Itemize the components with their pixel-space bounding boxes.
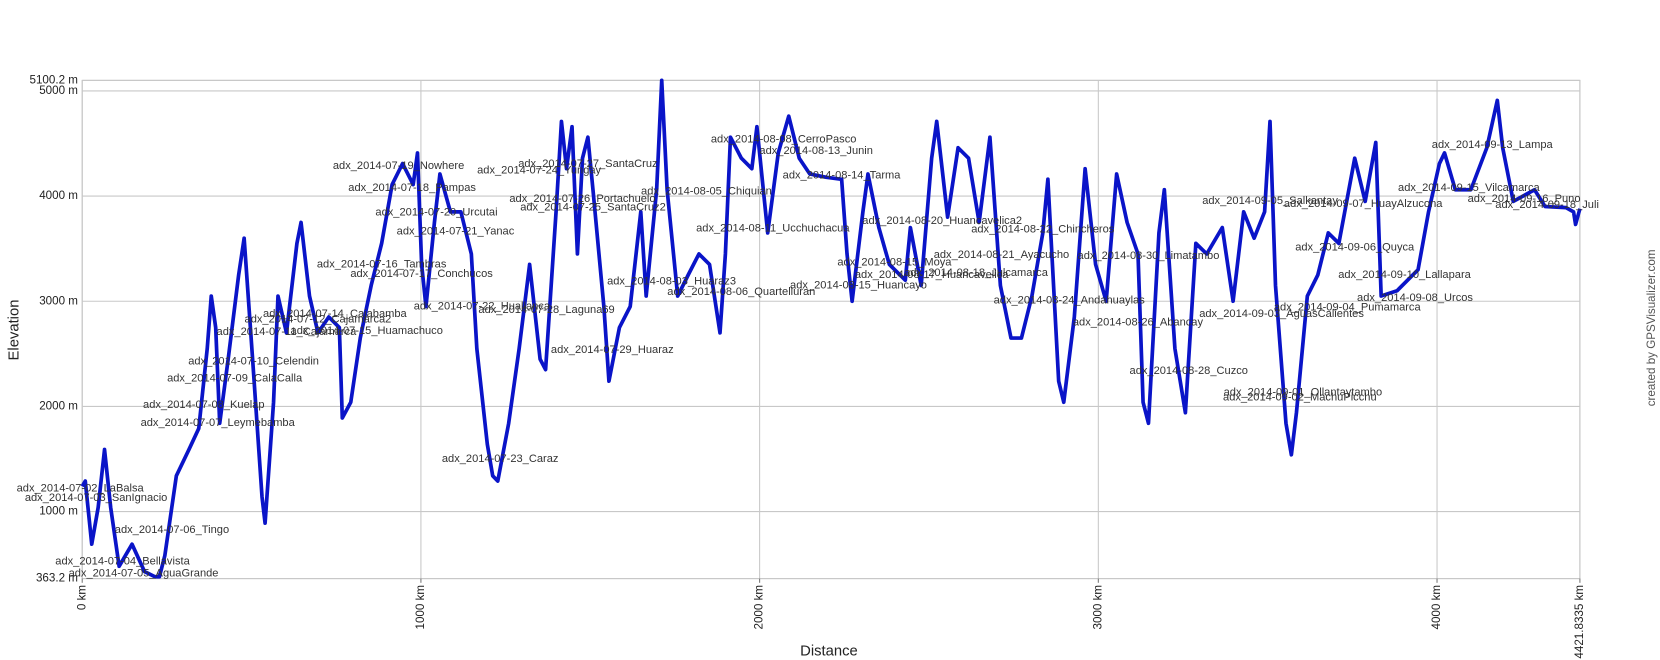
waypoint-label: adx_2014-07-12_Cajamarca2 [245, 313, 392, 325]
waypoint-label: adx_2014-09-06_Quyca [1295, 241, 1415, 253]
waypoint-label: adx_2014-07-23_Caraz [442, 453, 559, 465]
waypoint-label: adx_2014-07-03_SanIgnacio [25, 492, 167, 504]
x-tick-label: 4421.8335 km [1573, 585, 1586, 659]
y-axis-title: Elevation [6, 300, 22, 361]
waypoint-label: adx_2014-09-03_AguasCalientes [1199, 308, 1364, 320]
y-tick-label: 1000 m [39, 505, 78, 518]
waypoint-label: adx_2014-08-03_Huaraz3 [607, 275, 736, 287]
waypoint-label: adx_2014-07-16_Tambras [317, 258, 447, 270]
waypoint-label: adx_2014-09-16_Puno [1468, 193, 1581, 205]
waypoint-label: adx_2014-07-19_Nowhere [333, 160, 464, 172]
waypoint-label: adx_2014-07-14_Cajabamba [263, 308, 408, 320]
waypoint-label: adx_2014-08-08_CerroPasco [711, 134, 857, 146]
waypoint-label: adx_2014-08-26_Abancay [1073, 317, 1204, 329]
waypoint-label: adx_2014-07-28_Laguna69 [478, 304, 614, 316]
waypoint-label: adx_2014-07-15_Huamachuco [291, 325, 443, 337]
waypoint-label: adx_2014-09-08_Urcos [1357, 292, 1473, 304]
y-tick-label: 363.2 m [36, 572, 78, 585]
waypoint-label: adx_2014-08-21_Ayacucho [934, 249, 1070, 261]
x-tick-label: 2000 km [753, 585, 766, 630]
waypoint-label: adx_2014-08-05_Chiquian [641, 185, 772, 197]
y-tick-label: 5100.2 m [29, 73, 77, 86]
waypoint-label: adx_2014-08-20_Huancavelica2 [862, 215, 1022, 227]
waypoint-label: adx_2014-07-25_SantaCruz2 [520, 201, 666, 213]
waypoint-label: adx_2014-09-10_Lallapara [1338, 269, 1471, 281]
waypoint-label: adx_2014-07-06_Tingo [115, 524, 229, 536]
waypoint-label: adx_2014-09-07_HuayAlzucona [1284, 198, 1443, 210]
waypoint-label: adx_2014-09-04_Pumamarca [1274, 302, 1422, 314]
waypoint-label: adx_2014-07-09_CalaCalla [167, 373, 303, 385]
waypoint-label: adx_2014-08-15_Huancayo [790, 280, 927, 292]
y-tick-label: 3000 m [39, 294, 78, 307]
x-axis-title: Distance [800, 643, 858, 659]
elevation-line [80, 78, 1582, 579]
waypoint-label: adx_2014-08-14_Tarma [783, 170, 902, 182]
waypoint-label: adx_2014-08-06_Quartelluran [667, 286, 815, 298]
waypoint-label: adx_2014-09-02_MachuPicchu [1223, 392, 1377, 404]
waypoint-label: adx_2014-07-17_Conchucos [350, 268, 493, 280]
waypoint-label: adx_2014-08-11_Ucchuchacua [696, 222, 850, 234]
y-tick-label: 5000 m [39, 84, 78, 97]
waypoint-label: adx_2014-07-21_Yanac [397, 226, 515, 238]
waypoint-label: adx_2014-07-27_SantaCruz [518, 158, 657, 170]
x-tick-label: 4000 km [1430, 585, 1443, 630]
waypoint-label: adx_2014-07-22_Huallanca [414, 301, 551, 313]
waypoint-label: adx_2014-08-24_Andahuaylas [994, 294, 1146, 306]
waypoint-label: adx_2014-07-24_Yungay [477, 164, 601, 176]
waypoint-label: adx_2014-08-22_Chincheros [971, 223, 1115, 235]
waypoint-label: adx_2014-07-05_AguaGrande [69, 567, 219, 579]
waypoint-label: adx_2014-07-04_Bellavista [55, 556, 190, 568]
waypoint-label: adx_2014-07-29_Huaraz [551, 344, 674, 356]
plot-area [81, 79, 1581, 580]
credit: created by GPSVisualizer.com [1645, 249, 1658, 406]
waypoint-label: adx_2014-09-18_Juli [1495, 199, 1599, 211]
waypoint-label: adx_2014-07-02_LaBalsa [17, 483, 145, 495]
waypoint-label: adx_2014-07-07_Leymebamba [141, 417, 296, 429]
waypoint-label: adx_2014-08-15_Moya [837, 256, 952, 268]
waypoint-label: adx_2014-08-30_Limatambo [1078, 250, 1220, 262]
waypoint-label: adx_2014-09-15_Vilcamarca [1398, 182, 1540, 194]
waypoint-label: adx_2014-08-18_Julcamarca [904, 267, 1049, 279]
y-tick-label: 4000 m [39, 189, 78, 202]
waypoint-label: adx_2014-07-26_Portachuelo [509, 193, 655, 205]
waypoint-label: adx_2014-08-13_Junin [759, 145, 873, 157]
x-tick-label: 0 km [75, 585, 88, 610]
waypoint-label: adx_2014-07-11_Cajamarca [217, 326, 358, 338]
waypoint-label: adx_2014-08-28_Cuzco [1130, 365, 1248, 377]
x-tick-label: 3000 km [1091, 585, 1104, 630]
waypoint-label: adx_2014-07-18_Pampas [348, 182, 476, 194]
y-tick-label: 2000 m [39, 399, 78, 412]
waypoint-label: adx_2014-07-08_Kuelap [143, 399, 265, 411]
waypoint-label: adx_2014-09-13_Lampa [1432, 139, 1554, 151]
waypoint-label: adx_2014-07-10_Celendin [188, 356, 319, 368]
waypoint-label: adx_2014-09-01_Ollantaytambo [1224, 386, 1383, 398]
waypoint-label: adx_2014-09-05_Salkantay [1202, 195, 1338, 207]
waypoint-label: adx_2014-07-20_Urcutai [375, 207, 497, 219]
waypoint-label: adx_2014-08-17_Huancavelica [855, 269, 1009, 281]
x-tick-label: 1000 km [414, 585, 427, 630]
